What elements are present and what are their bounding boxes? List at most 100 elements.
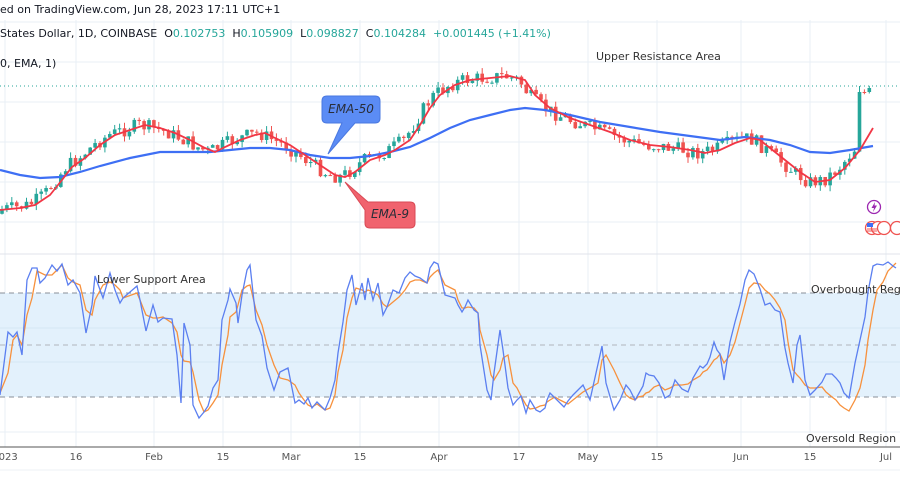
ema-50-callout: [321, 95, 381, 155]
candle: [485, 81, 489, 83]
candle: [313, 159, 318, 163]
candle: [509, 77, 514, 79]
low-value: 0.098827: [306, 27, 359, 40]
candle: [598, 124, 602, 130]
candle: [5, 205, 9, 210]
candle: [451, 86, 455, 91]
candle: [152, 120, 156, 128]
candle: [186, 136, 190, 145]
candle: [93, 143, 97, 148]
candle: [299, 152, 303, 158]
candle: [465, 75, 470, 84]
candle: [225, 136, 230, 140]
candle: [700, 151, 705, 159]
candle: [426, 103, 431, 106]
candle: [588, 120, 592, 122]
candle: [367, 153, 372, 155]
candle: [470, 80, 475, 84]
candle: [323, 175, 328, 177]
candle: [10, 202, 14, 206]
symbol-name[interactable]: States Dollar, 1D, COINBASE: [0, 27, 158, 40]
candle: [656, 149, 661, 151]
candle: [88, 147, 92, 155]
candle: [382, 158, 386, 160]
indicator-legend[interactable]: 0, EMA, 1): [0, 57, 57, 70]
candle: [784, 162, 788, 172]
candle: [436, 87, 440, 93]
candle: [798, 168, 803, 181]
candle: [808, 177, 813, 187]
candle: [284, 142, 288, 151]
candle: [774, 148, 778, 153]
candle: [112, 129, 117, 135]
time-axis-label: 15: [650, 452, 664, 463]
candle: [490, 82, 494, 84]
candle: [181, 139, 186, 145]
candle: [304, 157, 308, 164]
candle: [627, 140, 631, 143]
candle: [676, 142, 680, 149]
ema-50-line: [0, 106, 874, 180]
time-axis-label: 15: [216, 452, 230, 463]
candle: [117, 128, 122, 130]
high-value: 0.105909: [240, 27, 294, 40]
candle: [63, 171, 68, 175]
lightning-event-icon[interactable]: [866, 199, 882, 215]
time-axis-label: Feb: [145, 452, 163, 463]
candle: [274, 139, 279, 141]
candle: [651, 149, 656, 151]
candle: [49, 188, 53, 190]
candle: [593, 120, 597, 130]
candle: [308, 162, 313, 164]
candlesticks: [0, 67, 872, 215]
candle: [250, 129, 254, 132]
candle: [210, 145, 215, 148]
ema-9-line: [0, 75, 874, 211]
candle: [720, 140, 725, 143]
candle: [745, 133, 749, 138]
candle: [362, 153, 367, 163]
candle: [681, 142, 685, 153]
open-label: O: [164, 27, 173, 40]
candle: [171, 130, 176, 139]
candle: [73, 157, 78, 166]
candle: [127, 131, 132, 137]
candle: [39, 191, 43, 194]
candle: [245, 129, 249, 136]
candle: [534, 89, 538, 95]
time-axis-label: 2023: [0, 452, 18, 463]
candle: [529, 89, 533, 94]
open-value: 0.102753: [172, 27, 226, 40]
time-axis-label: 16: [69, 452, 83, 463]
lower-support-label: Lower Support Area: [97, 273, 206, 286]
candle: [333, 175, 337, 183]
candle: [862, 92, 867, 93]
ema-50-callout-text: EMA-50: [328, 102, 374, 116]
us-flag-event-icon[interactable]: [864, 220, 900, 236]
candle: [710, 146, 715, 152]
candle: [14, 202, 19, 207]
candle: [764, 146, 769, 153]
candle: [558, 117, 563, 121]
candle: [44, 188, 48, 192]
candle: [353, 171, 357, 177]
candle: [637, 139, 641, 144]
candle: [0, 209, 4, 214]
candle: [397, 136, 401, 142]
candle: [867, 88, 872, 92]
oversold-label: Oversold Region: [806, 432, 897, 445]
candle: [406, 132, 411, 138]
candle: [803, 180, 808, 187]
candle: [622, 137, 627, 143]
candle: [460, 75, 465, 80]
time-axis-label: Jul: [879, 452, 893, 463]
candle: [191, 136, 195, 150]
candle: [264, 131, 269, 141]
candle: [421, 103, 426, 124]
candle: [539, 94, 543, 100]
ema-9-callout-text: EMA-9: [370, 207, 410, 221]
candle: [759, 135, 764, 153]
close-label: C: [365, 27, 374, 40]
candle: [715, 142, 720, 152]
